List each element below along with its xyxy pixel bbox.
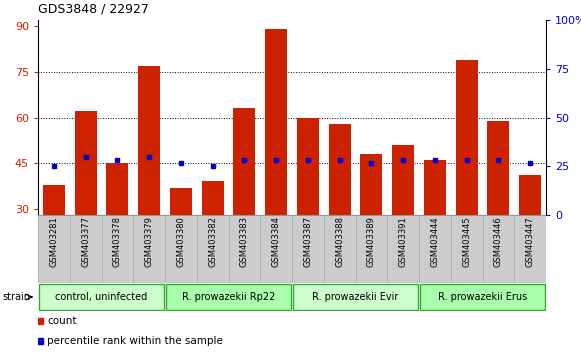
Bar <box>265 29 287 215</box>
Bar <box>197 215 228 283</box>
Text: GSM403382: GSM403382 <box>208 216 217 267</box>
Text: GSM403447: GSM403447 <box>526 216 535 267</box>
Bar <box>166 284 291 310</box>
Text: GSM403444: GSM403444 <box>431 216 439 267</box>
Bar <box>392 145 414 215</box>
Bar <box>356 215 388 283</box>
Bar <box>138 66 160 215</box>
Text: GSM403380: GSM403380 <box>177 216 185 267</box>
Bar <box>228 215 260 283</box>
Text: strain: strain <box>2 292 30 302</box>
Text: GSM403389: GSM403389 <box>367 216 376 267</box>
Bar <box>419 284 546 310</box>
Text: GSM403387: GSM403387 <box>303 216 313 267</box>
Text: GSM403388: GSM403388 <box>335 216 344 267</box>
Bar <box>292 215 324 283</box>
Text: count: count <box>47 316 76 326</box>
Bar <box>170 188 192 215</box>
Bar <box>514 215 546 283</box>
Bar <box>38 215 70 283</box>
Bar <box>260 215 292 283</box>
Bar <box>293 284 418 310</box>
Bar <box>102 215 133 283</box>
Text: GSM403391: GSM403391 <box>399 216 408 267</box>
Bar <box>519 175 541 215</box>
Text: R. prowazekii Erus: R. prowazekii Erus <box>438 292 527 302</box>
Text: R. prowazekii Rp22: R. prowazekii Rp22 <box>182 292 275 302</box>
Bar <box>419 215 451 283</box>
Text: percentile rank within the sample: percentile rank within the sample <box>47 336 223 347</box>
Bar <box>133 215 165 283</box>
Text: GSM403377: GSM403377 <box>81 216 90 267</box>
Bar <box>456 59 478 215</box>
Bar <box>482 215 514 283</box>
Bar <box>43 184 65 215</box>
Bar <box>487 121 510 215</box>
Bar <box>328 124 351 215</box>
Text: R. prowazekii Evir: R. prowazekii Evir <box>313 292 399 302</box>
Bar <box>451 215 482 283</box>
Bar <box>202 182 224 215</box>
Text: GSM403281: GSM403281 <box>49 216 58 267</box>
Text: GSM403383: GSM403383 <box>240 216 249 267</box>
Bar <box>106 163 128 215</box>
Text: GSM403445: GSM403445 <box>462 216 471 267</box>
Text: GSM403446: GSM403446 <box>494 216 503 267</box>
Text: GDS3848 / 22927: GDS3848 / 22927 <box>38 3 149 16</box>
Bar <box>165 215 197 283</box>
Bar <box>324 215 356 283</box>
Bar <box>424 160 446 215</box>
Bar <box>388 215 419 283</box>
Bar <box>38 284 164 310</box>
Text: control, uninfected: control, uninfected <box>55 292 148 302</box>
Bar <box>70 215 102 283</box>
Bar <box>233 108 256 215</box>
Bar <box>297 118 319 215</box>
Bar <box>360 154 382 215</box>
Text: GSM403379: GSM403379 <box>145 216 153 267</box>
Text: GSM403384: GSM403384 <box>272 216 281 267</box>
Bar <box>74 112 97 215</box>
Text: GSM403378: GSM403378 <box>113 216 122 267</box>
